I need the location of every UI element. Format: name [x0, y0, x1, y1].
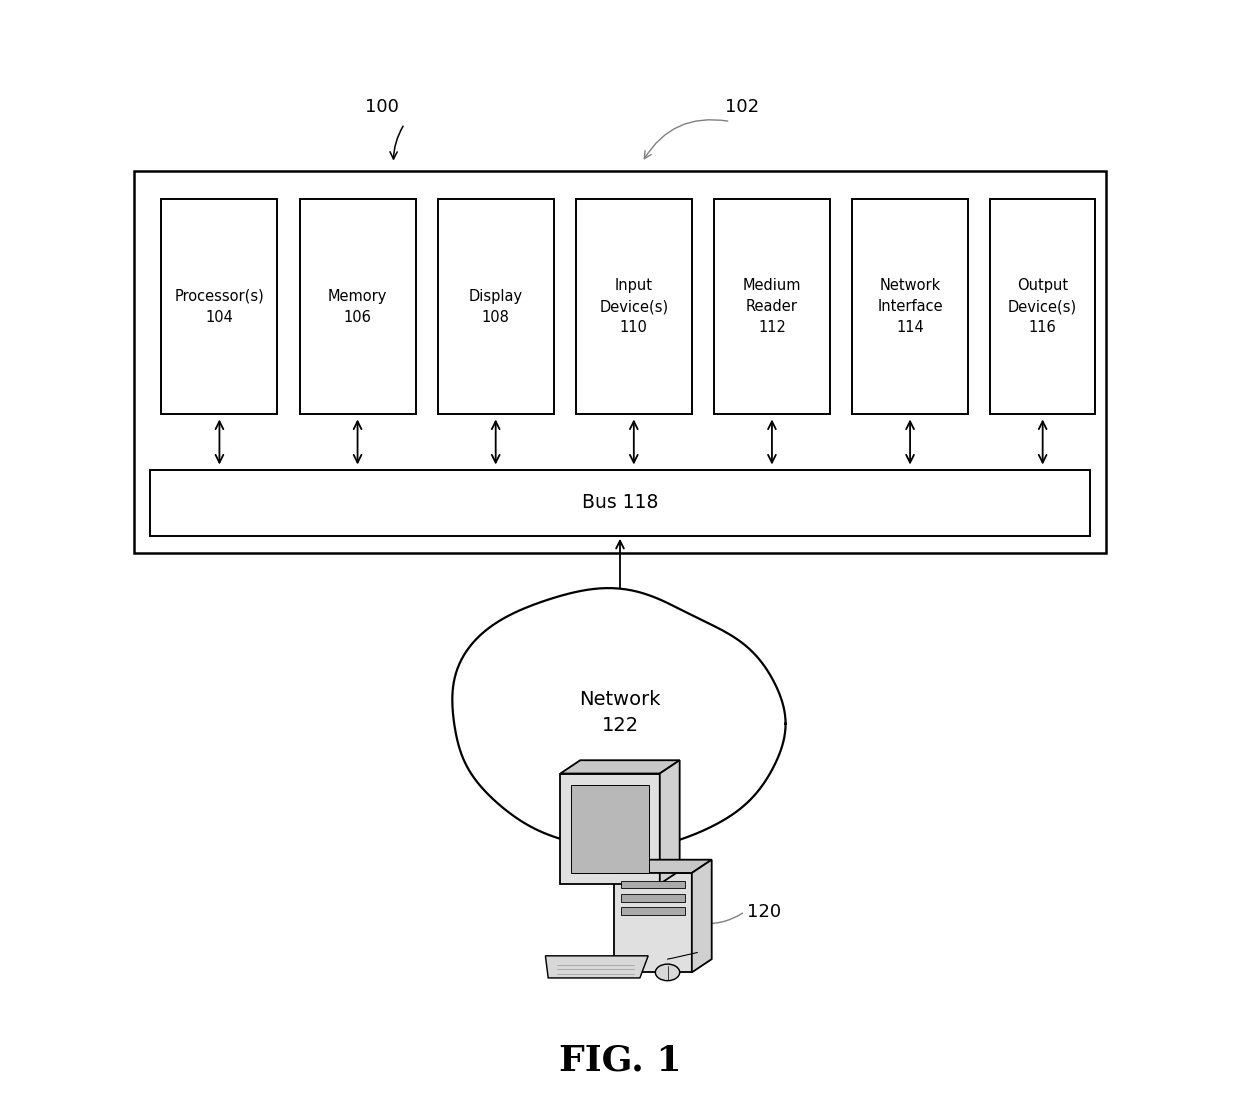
- Bar: [991, 199, 1095, 414]
- Bar: [621, 907, 686, 915]
- Text: Memory
106: Memory 106: [327, 288, 387, 325]
- Polygon shape: [615, 873, 692, 972]
- Text: Processor(s)
104: Processor(s) 104: [175, 288, 264, 325]
- Bar: [150, 470, 1090, 536]
- Text: Network
122: Network 122: [579, 690, 661, 736]
- Bar: [621, 894, 686, 902]
- Bar: [852, 199, 968, 414]
- Bar: [300, 199, 415, 414]
- Polygon shape: [546, 956, 649, 978]
- Text: Output
Device(s)
116: Output Device(s) 116: [1008, 278, 1078, 335]
- Text: Display
108: Display 108: [469, 288, 523, 325]
- Bar: [134, 171, 1106, 552]
- Ellipse shape: [656, 964, 680, 981]
- Bar: [621, 881, 686, 888]
- Text: 120: 120: [746, 903, 781, 920]
- Polygon shape: [572, 785, 649, 873]
- Text: Input
Device(s)
110: Input Device(s) 110: [599, 278, 668, 335]
- Polygon shape: [560, 760, 680, 773]
- Bar: [438, 199, 554, 414]
- Bar: [161, 199, 278, 414]
- Polygon shape: [660, 760, 680, 884]
- Polygon shape: [453, 588, 786, 849]
- Text: 102: 102: [725, 98, 759, 116]
- Polygon shape: [560, 774, 660, 884]
- Bar: [575, 199, 692, 414]
- Text: Bus 118: Bus 118: [582, 493, 658, 513]
- Text: Medium
Reader
112: Medium Reader 112: [743, 278, 801, 335]
- Text: Network
Interface
114: Network Interface 114: [877, 278, 942, 335]
- Polygon shape: [615, 860, 712, 873]
- Text: 100: 100: [366, 98, 399, 116]
- Text: FIG. 1: FIG. 1: [559, 1043, 681, 1077]
- Polygon shape: [692, 860, 712, 972]
- Bar: [714, 199, 830, 414]
